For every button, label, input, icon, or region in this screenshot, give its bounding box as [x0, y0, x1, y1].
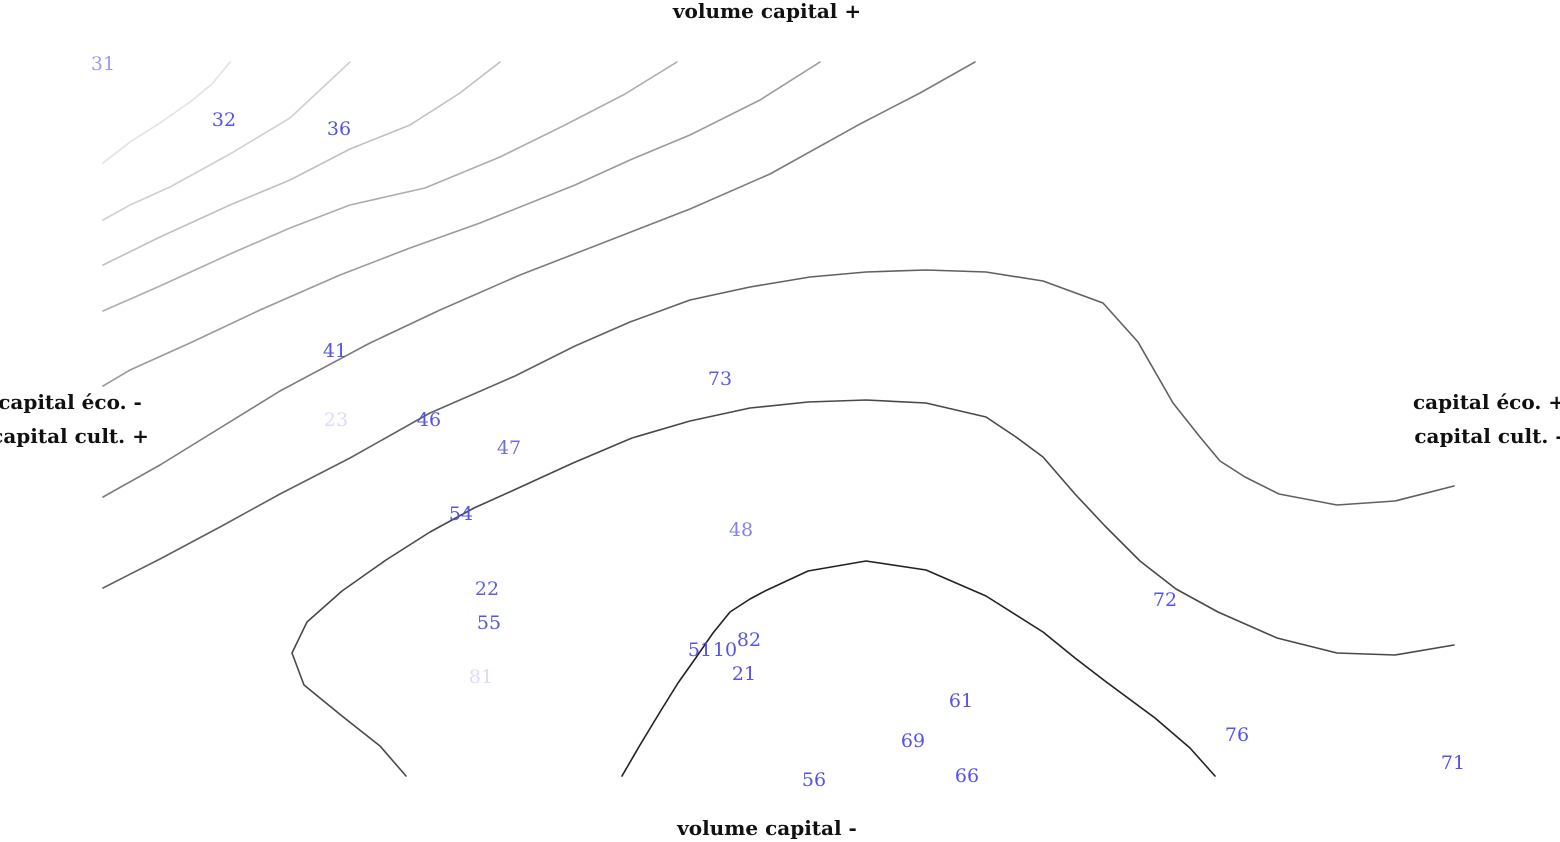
axis-right-label-line1: capital éco. +: [1413, 390, 1560, 414]
contour-line-1: [102, 61, 231, 164]
contour-line-3: [102, 61, 501, 266]
axis-bottom-label: volume capital -: [676, 816, 857, 840]
point-label: 47: [497, 437, 521, 459]
point-label: 51: [688, 639, 712, 661]
axis-top-label: volume capital +: [672, 0, 861, 23]
contour-line-9: [621, 560, 1216, 777]
point-label: 23: [324, 409, 348, 431]
point-label: 31: [91, 53, 115, 75]
axis-right-label-line2: capital cult. -: [1414, 424, 1560, 448]
contour-line-4: [102, 61, 678, 312]
contour-line-7: [102, 269, 1455, 589]
point-label: 36: [327, 118, 351, 140]
point-label: 54: [449, 503, 473, 525]
axis-left-label-line1: capital éco. -: [0, 390, 142, 414]
contour-lines: [102, 61, 1455, 777]
point-label: 41: [323, 340, 347, 362]
point-label: 71: [1441, 752, 1465, 774]
point-labels: 31 32 36 41 23 46 47 73 54 48 22 55 81 51 10 82 21 72 61 69…: [91, 53, 1465, 791]
contour-line-6: [102, 61, 976, 498]
point-label: 73: [708, 368, 732, 390]
point-label: 32: [212, 109, 236, 131]
contour-line-2: [102, 61, 351, 221]
point-label: 66: [955, 765, 979, 787]
point-label: 55: [477, 612, 501, 634]
point-label: 22: [475, 578, 499, 600]
point-label: 21: [732, 663, 756, 685]
point-label: 56: [802, 769, 826, 791]
point-label: 72: [1153, 589, 1177, 611]
contour-line-5: [102, 61, 821, 387]
point-label: 61: [949, 690, 973, 712]
point-label: 69: [901, 730, 925, 752]
axis-left-label-line2: capital cult. +: [0, 424, 149, 448]
point-label: 10: [713, 639, 737, 661]
point-label: 76: [1225, 724, 1249, 746]
point-label: 81: [469, 666, 493, 688]
point-label: 82: [737, 629, 761, 651]
point-label: 46: [417, 409, 441, 431]
point-label: 48: [729, 519, 753, 541]
contour-line-8: [291, 399, 1455, 777]
